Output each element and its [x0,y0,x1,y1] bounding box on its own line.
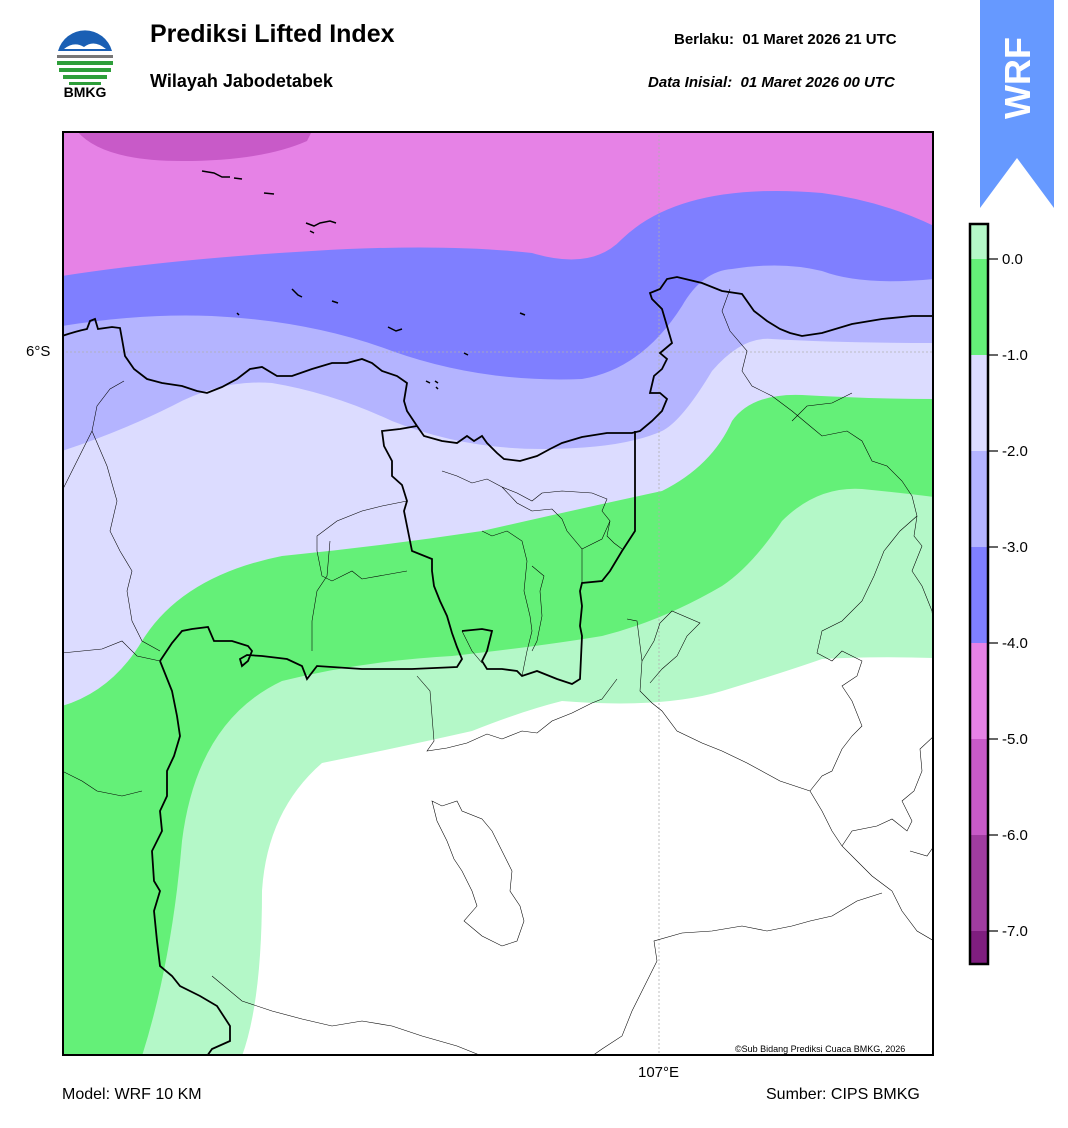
colorbar-tick-label: -1.0 [1002,347,1028,364]
colorbar-segment [970,835,988,931]
wrf-badge-text: WRF [997,37,1038,119]
colorbar-tick-label: -2.0 [1002,443,1028,460]
wrf-badge: WRF [980,0,1054,208]
province-boundary-southwest [151,660,231,1056]
colorbar-segment [970,547,988,643]
init-label: Data Inisial: [648,74,733,91]
colorbar-tick-label: -5.0 [1002,731,1028,748]
longitude-label: 107°E [638,1064,680,1081]
colorbar-segment [970,931,988,964]
colorbar-tick-label: -4.0 [1002,635,1028,652]
colorbar-tick-label: -7.0 [1002,923,1028,940]
province-boundary-east [461,431,636,685]
colorbar-frame [968,222,990,966]
colorbar: 0.0 -1.0 -2.0 -3.0 -4.0 -5.0 -6.0 -7.0 [968,222,1028,966]
valid-time: Berlaku: 01 Maret 2026 21 UTC [674,31,897,48]
map-title: Prediksi Lifted Index [150,20,395,48]
colorbar-segment [970,451,988,547]
colorbar-segment [970,259,988,355]
model-label: Model: WRF 10 KM [62,1086,202,1103]
map-subtitle: Wilayah Jabodetabek [150,71,333,91]
colorbar-segment [970,739,988,835]
init-time: Data Inisial: 01 Maret 2026 00 UTC [648,74,895,91]
init-time-value: 01 Maret 2026 00 UTC [740,74,895,91]
map-credit: ©Sub Bidang Prediksi Cuaca BMKG, 2026 [735,1044,906,1054]
colorbar-ticks: 0.0 -1.0 -2.0 -3.0 -4.0 -5.0 -6.0 -7.0 [988,251,1028,940]
map-area [62,131,934,1056]
province-boundary-west [159,425,464,681]
colorbar-segments [970,224,988,964]
colorbar-segment [970,224,988,259]
source-label: Sumber: CIPS BMKG [766,1086,920,1103]
colorbar-tick-label: 0.0 [1002,251,1023,268]
islands [201,170,526,390]
wrf-badge-shape [980,0,1054,208]
coastline [62,276,934,462]
district-boundaries [62,288,934,1056]
valid-time-value: 01 Maret 2026 21 UTC [742,31,897,48]
colorbar-segment [970,355,988,451]
colorbar-tick-label: -6.0 [1002,827,1028,844]
map-frame [62,131,934,1056]
colorbar-tick-label: -3.0 [1002,539,1028,556]
logo-text: BMKG [63,84,107,100]
colorbar-segment [970,643,988,739]
bmkg-logo [55,30,115,90]
li-band-above-0 [242,657,934,1056]
li-band-minus6-to-minus7 [77,131,312,161]
valid-label: Berlaku: [674,31,735,48]
latitude-label: 6°S [26,343,51,360]
